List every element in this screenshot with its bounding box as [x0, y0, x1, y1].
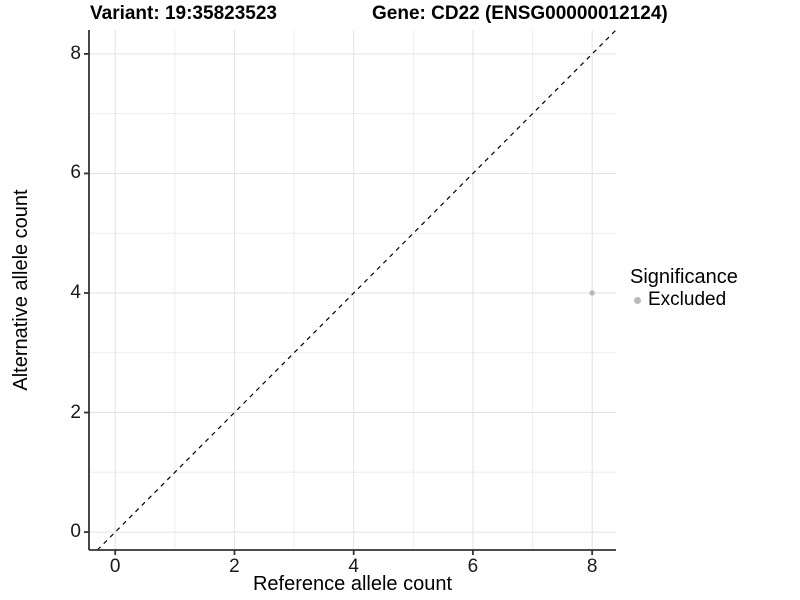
- variant-title: Variant: 19:35823523: [90, 3, 277, 24]
- identity-line: [96, 29, 617, 551]
- legend: Significance Excluded: [630, 266, 738, 311]
- x-tick-label: 8: [586, 556, 598, 577]
- gene-title: Gene: CD22 (ENSG00000012124): [372, 3, 668, 24]
- y-tick-label: 6: [70, 162, 81, 184]
- y-axis-title: Alternative allele count: [10, 189, 32, 391]
- y-tick-label: 0: [70, 521, 81, 543]
- x-tick-label: 2: [229, 556, 240, 577]
- x-tick-label: 0: [109, 556, 121, 577]
- x-tick-label: 6: [467, 556, 479, 577]
- y-tick-label: 2: [70, 401, 81, 423]
- y-tick-label: 8: [70, 42, 81, 64]
- x-tick-label: 4: [348, 556, 359, 577]
- excluded-point-icon: [634, 296, 641, 304]
- y-tick-label: 4: [70, 281, 81, 303]
- data-point: [589, 290, 595, 296]
- x-axis-title: Reference allele count: [252, 573, 452, 595]
- legend-title: Significance: [630, 266, 738, 288]
- legend-entry-label: Excluded: [648, 289, 727, 310]
- legend-entry-excluded: Excluded: [634, 289, 738, 311]
